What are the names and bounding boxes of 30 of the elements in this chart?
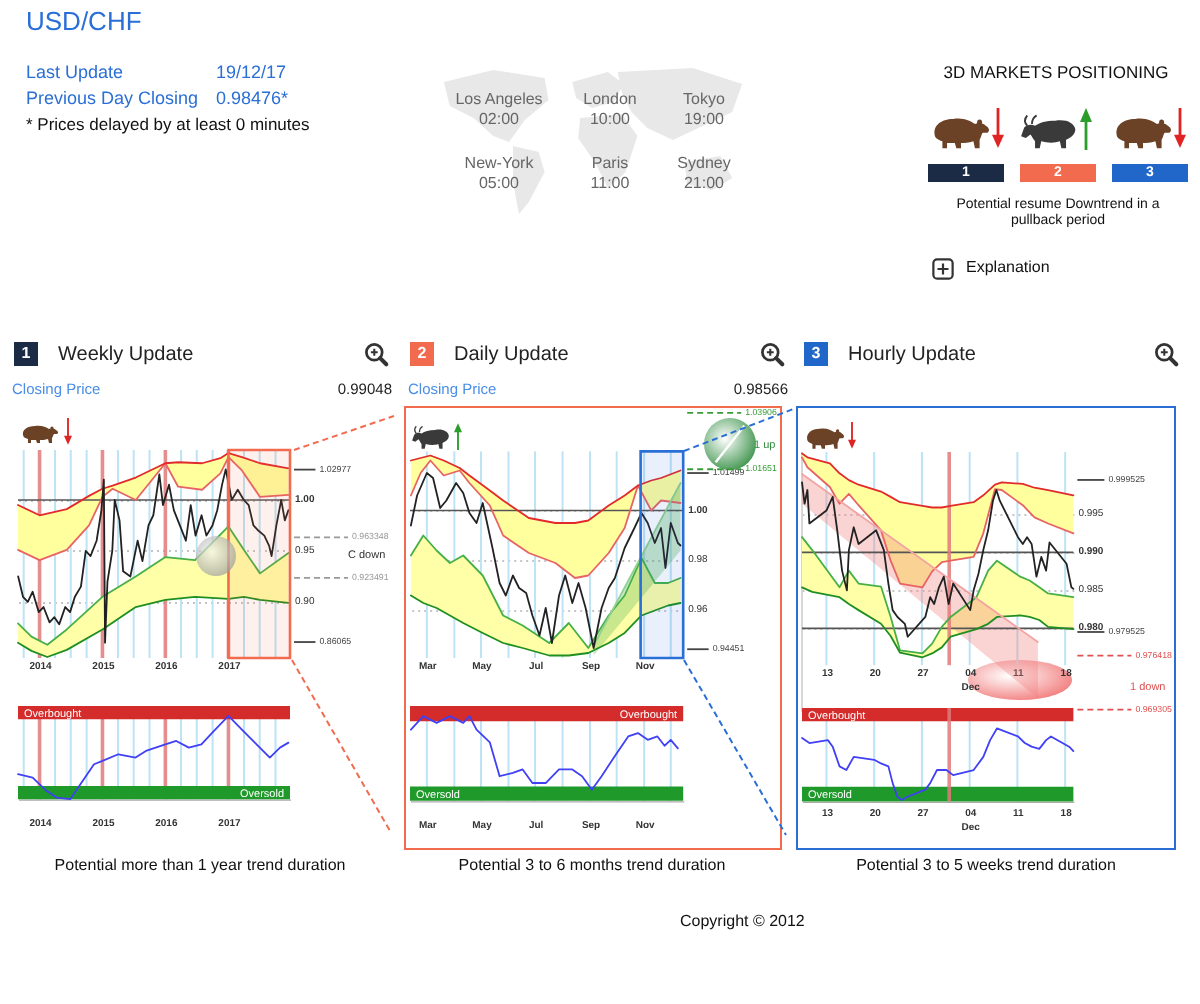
text: 19:00: [683, 110, 725, 129]
text: 02:00: [478, 110, 520, 129]
text: 10:00: [589, 110, 631, 129]
text: Copyright © 2012: [680, 912, 805, 931]
chart-title: Weekly Update: [58, 343, 194, 366]
text: 1: [14, 342, 38, 366]
text: Tokyo: [683, 90, 725, 109]
text: Paris: [591, 154, 629, 173]
text: 3: [804, 342, 828, 366]
text: * Prices delayed by at least 0 minutes: [26, 114, 310, 136]
chart-title: Daily Update: [454, 343, 569, 366]
text: Previous Day Closing: [26, 87, 199, 108]
text: Sydney: [677, 154, 731, 173]
text: Potential 3 to 5 weeks trend duration: [856, 856, 1116, 875]
text: 21:00: [683, 174, 725, 193]
text: Last Update: [26, 62, 124, 83]
text: USD/CHF: [26, 6, 142, 38]
text: 05:00: [478, 174, 520, 193]
text: London: [583, 90, 637, 109]
text: 0.98476*: [216, 87, 289, 108]
text: Potential 3 to 6 months trend duration: [458, 856, 726, 875]
text: 3D MARKETS POSITIONING: [943, 62, 1169, 84]
text: Potential more than 1 year trend duration: [54, 856, 346, 875]
text: Explanation: [966, 258, 1050, 277]
chart-title: Hourly Update: [848, 343, 976, 366]
text: 2: [410, 342, 434, 366]
text: 11:00: [590, 174, 630, 193]
text: 19/12/17: [216, 62, 287, 83]
text: New-York: [464, 154, 534, 173]
text: Los Angeles: [455, 90, 543, 109]
